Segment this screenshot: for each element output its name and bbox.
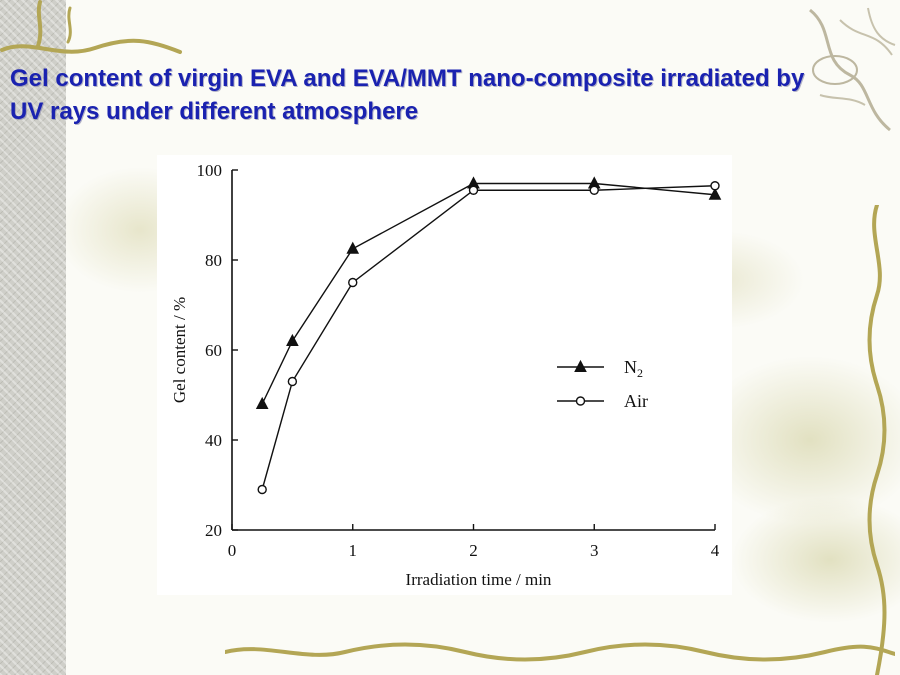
x-tick-label: 4 [711,541,720,560]
x-tick-label: 2 [469,541,478,560]
gel-content-chart: 20 40 60 80 100 0 1 2 3 4 Irradiation time / min Ge… [170,161,722,589]
x-tick-label: 0 [228,541,237,560]
data-point-series-1 [255,396,269,409]
left-textured-strip [0,0,66,675]
y-tick-label: 80 [205,251,222,270]
legend-label-1: N2 [624,357,643,380]
data-point-series-1 [346,241,360,254]
data-point-series-2 [589,185,599,195]
data-point-series-2 [710,181,720,191]
data-point-series-2 [468,185,479,195]
legend-marker-2 [575,396,586,406]
series-line-2 [261,185,716,490]
y-tick-label: 40 [205,431,222,450]
y-tick-label: 60 [205,341,222,360]
x-tick-label: 1 [349,541,358,560]
data-point-series-2 [287,376,298,387]
slide-title: Gel content of virgin EVA and EVA/MMT na… [10,65,805,125]
data-point-series-1 [708,187,722,200]
chart-panel: 20 40 60 80 100 0 1 2 3 4 Irradiation time / min Ge… [157,155,732,595]
series-line-1 [261,182,716,405]
x-axis-label: Irradiation time / min [406,570,552,589]
x-tick-label: 3 [590,541,599,560]
data-point-series-2 [257,484,267,495]
y-tick-label: 100 [197,161,223,180]
legend-label-2: Air [624,391,648,411]
legend-subscript: 2 [637,366,643,380]
data-point-series-2 [348,277,358,288]
data-point-series-1 [286,333,299,346]
y-tick-label: 20 [205,521,222,540]
y-axis-label: Gel content / % [170,297,189,403]
legend-marker-1 [574,359,587,372]
